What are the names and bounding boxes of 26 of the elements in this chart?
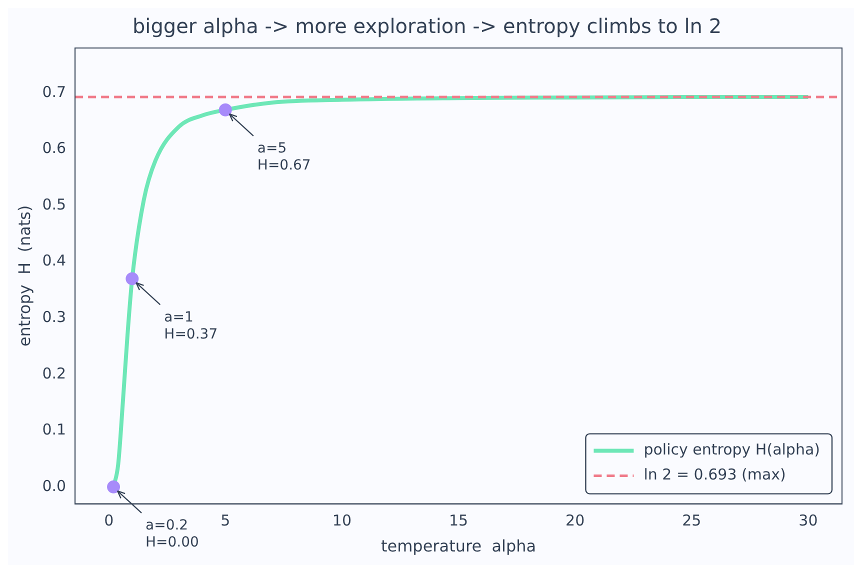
annotation: a=5 H=0.67 (257, 140, 311, 174)
y-tick-label: 0.5 (42, 195, 66, 214)
y-tick-label: 0.4 (42, 252, 66, 270)
y-tick-label: 0.1 (42, 420, 66, 439)
x-tick-label: 10 (332, 512, 352, 530)
point (107, 480, 120, 494)
point (126, 272, 139, 286)
chart-title: bigger alpha -> more exploration -> entropy climbs to ln 2 (132, 14, 722, 38)
y-tick-label: 0.6 (42, 139, 66, 158)
y-tick-label: 0.3 (42, 308, 66, 326)
x-tick-label: 5 (220, 512, 230, 530)
y-tick-label: 0.0 (42, 476, 66, 495)
annotation: a=1 H=0.37 (164, 309, 218, 342)
x-tick-label: 20 (566, 512, 585, 530)
x-tick-label: 15 (448, 512, 468, 530)
point (218, 103, 232, 116)
x-tick-label: 30 (798, 512, 818, 530)
y-axis-title: entropy H (nats) (14, 205, 34, 347)
legend-label: policy entropy H(alpha) (644, 440, 820, 459)
y-tick-label: 0.7 (42, 82, 66, 101)
x-tick-label: 0 (104, 512, 114, 530)
x-axis-title: temperature alpha (380, 536, 536, 556)
y-tick-label: 0.2 (42, 364, 66, 382)
legend-label: ln 2 = 0.693 (max) (644, 466, 786, 484)
x-tick-label: 25 (682, 512, 702, 530)
annotation: a=0.2 H=0.00 (146, 518, 199, 551)
